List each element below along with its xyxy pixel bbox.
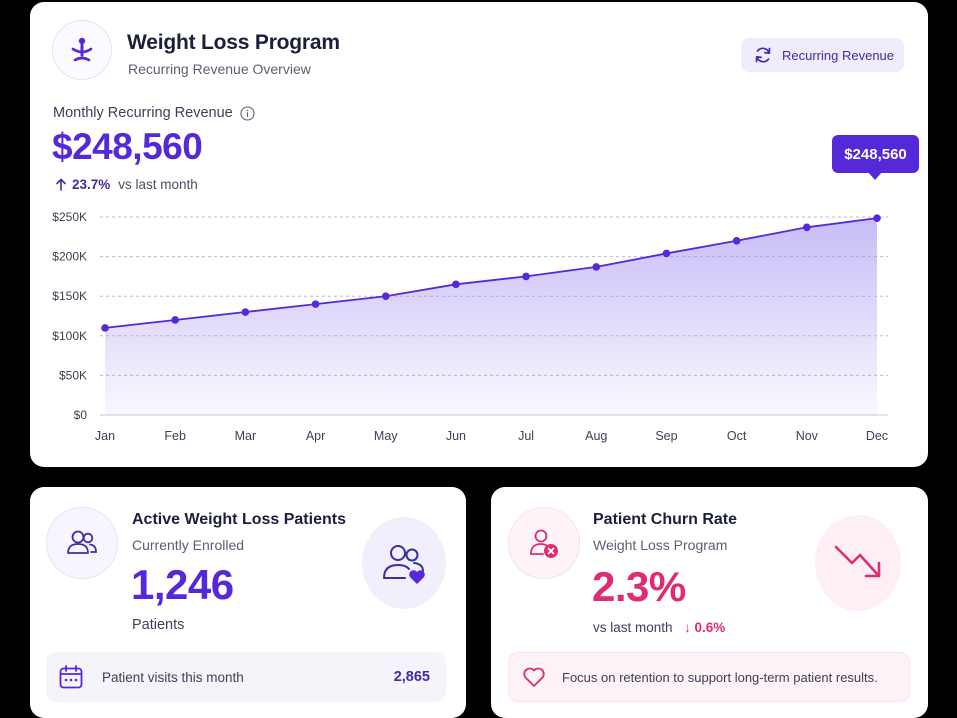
mrr-change-suffix: vs last month xyxy=(118,177,198,192)
patients-unit: Patients xyxy=(132,617,185,633)
chart-tooltip: $248,560 xyxy=(832,135,919,180)
y-tick-label: $250K xyxy=(52,210,87,224)
mrr-label-text: Monthly Recurring Revenue xyxy=(53,105,233,121)
revenue-chart: $0 $50K $100K $150K $200K $250K Jan Feb Mar Apr Ma… xyxy=(52,210,888,443)
x-tick-label: Nov xyxy=(796,429,819,443)
x-tick-label: Sep xyxy=(655,429,677,443)
area-fill xyxy=(105,218,877,415)
data-point xyxy=(171,316,179,324)
churn-illustration xyxy=(815,515,901,611)
calendar-icon xyxy=(59,665,83,689)
program-logo xyxy=(52,20,112,80)
data-point xyxy=(592,263,601,271)
active-patients-card: Active Weight Loss Patients Currently En… xyxy=(30,487,466,718)
refresh-icon xyxy=(755,47,771,63)
patients-title: Active Weight Loss Patients xyxy=(132,511,346,528)
x-tick-label: May xyxy=(374,429,398,443)
churn-icon-circle xyxy=(508,507,580,579)
x-tick-label: Aug xyxy=(585,429,607,443)
revenue-card: Weight Loss Program Recurring Revenue Ov… xyxy=(30,2,928,467)
users-icon xyxy=(67,530,97,554)
data-point xyxy=(452,280,460,289)
recurring-revenue-button-label: Recurring Revenue xyxy=(782,47,895,63)
trending-down-icon xyxy=(834,545,881,578)
data-point xyxy=(101,324,109,332)
mrr-value: $248,560 xyxy=(52,126,203,167)
mrr-change: 23.7% vs last month xyxy=(55,177,198,192)
y-tick-label: $100K xyxy=(52,329,87,343)
person-balance-icon xyxy=(71,37,93,62)
x-tick-label: Oct xyxy=(727,429,747,443)
y-tick-label: $200K xyxy=(52,250,87,264)
churn-rate-card: Patient Churn Rate Weight Loss Program 2… xyxy=(491,487,928,718)
info-icon[interactable] xyxy=(240,105,255,121)
patients-icon-circle xyxy=(46,507,118,579)
churn-title: Patient Churn Rate xyxy=(593,511,738,528)
x-tick-label: Jun xyxy=(446,429,466,443)
patient-visits-value: 2,865 xyxy=(393,669,430,685)
x-tick-label: Mar xyxy=(235,429,257,443)
data-point xyxy=(241,308,250,316)
y-tick-label: $0 xyxy=(74,408,88,422)
data-point xyxy=(522,272,530,281)
mrr-change-pct: 23.7% xyxy=(72,177,111,192)
churn-subtitle: Weight Loss Program xyxy=(593,537,728,553)
heart-icon xyxy=(523,667,545,687)
data-point xyxy=(873,214,881,222)
churn-vs-label: vs last month xyxy=(593,620,673,635)
user-remove-icon xyxy=(530,529,558,558)
data-point xyxy=(662,249,671,258)
arrow-up-icon xyxy=(56,178,66,191)
data-point xyxy=(803,223,811,232)
x-tick-label: Feb xyxy=(164,429,186,443)
patients-subtitle: Currently Enrolled xyxy=(132,537,245,553)
patient-visits-label: Patient visits this month xyxy=(102,669,244,685)
churn-delta: ↓ 0.6% xyxy=(684,620,726,635)
x-tick-label: Dec xyxy=(866,429,888,443)
patients-value: 1,246 xyxy=(131,561,234,608)
x-tick-label: Apr xyxy=(306,429,325,443)
y-tick-label: $150K xyxy=(52,289,87,303)
page-subtitle: Recurring Revenue Overview xyxy=(128,61,311,77)
retention-tip-strip: Focus on retention to support long-term … xyxy=(508,652,910,702)
recurring-revenue-button[interactable]: Recurring Revenue xyxy=(741,38,904,72)
data-point xyxy=(732,236,741,245)
data-point xyxy=(311,300,320,308)
users-heart-icon xyxy=(383,545,425,584)
data-point xyxy=(381,292,390,301)
patients-illustration xyxy=(362,517,446,609)
churn-value: 2.3% xyxy=(592,563,686,610)
retention-tip-label: Focus on retention to support long-term … xyxy=(562,669,878,685)
page-title: Weight Loss Program xyxy=(127,31,340,54)
y-tick-label: $50K xyxy=(59,368,87,382)
x-tick-label: Jul xyxy=(518,429,534,443)
patient-visits-strip: Patient visits this month 2,865 xyxy=(46,652,446,702)
x-tick-label: Jan xyxy=(95,429,115,443)
series-line xyxy=(104,217,878,329)
mrr-label: Monthly Recurring Revenue xyxy=(53,105,255,121)
